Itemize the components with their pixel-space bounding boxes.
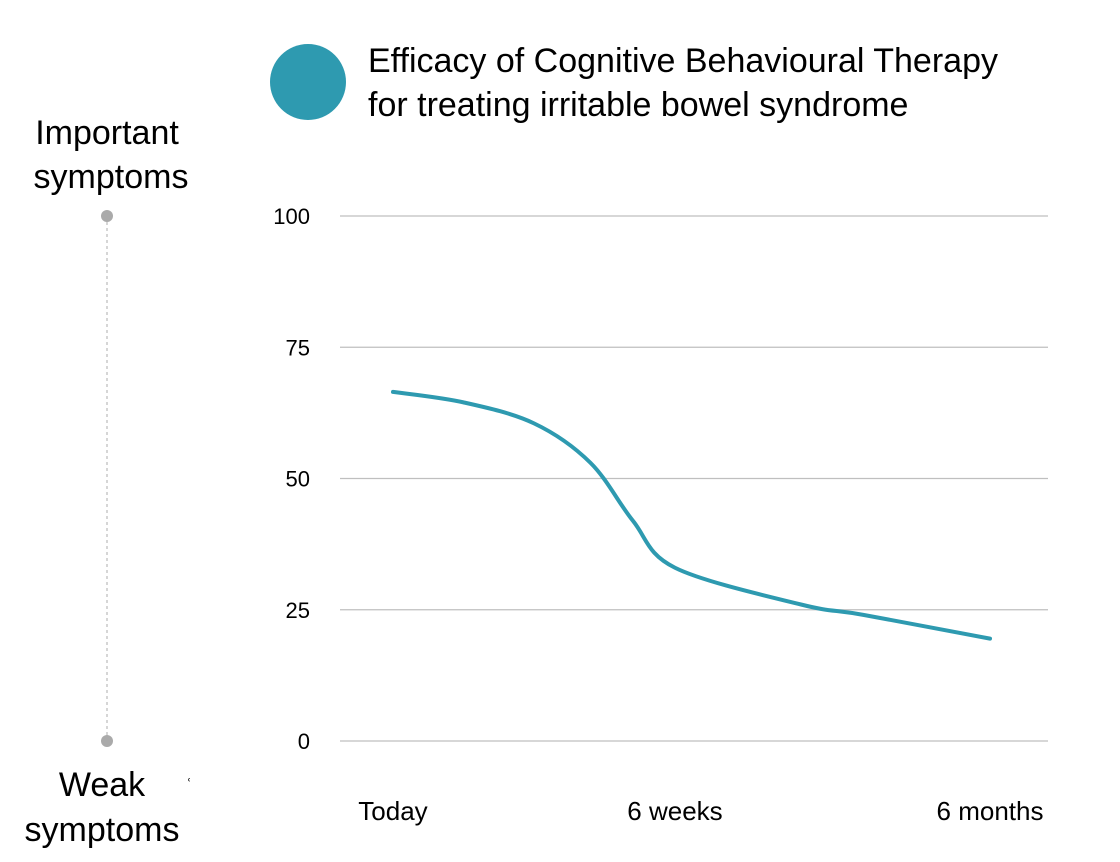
x-tick-labels: Today 6 weeks 6 months <box>358 796 1043 826</box>
severity-scale-bottom-dot <box>101 735 113 747</box>
series-1-point-5 <box>631 519 635 523</box>
x-tick-label-3: 6 months <box>937 796 1044 826</box>
severity-scale: Important symptoms Weak symptoms ʿ <box>25 114 192 849</box>
series-1-point-8 <box>862 613 866 617</box>
y-tick-label-75: 75 <box>286 335 310 360</box>
y-tick-labels: 0 25 50 75 100 <box>273 204 310 754</box>
series-1-point-4 <box>588 461 592 465</box>
severity-scale-top-dot <box>101 210 113 222</box>
x-tick-label-1: Today <box>358 796 427 826</box>
series-layer <box>391 389 992 641</box>
legend-marker <box>270 44 346 120</box>
x-tick-label-2: 6 weeks <box>627 796 722 826</box>
y-tick-label-50: 50 <box>286 467 310 492</box>
series-line-1 <box>391 389 992 641</box>
series-1-point-6 <box>673 566 677 570</box>
gridlines <box>340 215 1048 742</box>
stray-mark: ʿ <box>186 776 192 796</box>
series-1-point-9 <box>988 637 992 641</box>
series-1-point-1 <box>391 390 395 394</box>
legend-title-line-1: Efficacy of Cognitive Behavioural Therap… <box>368 42 998 80</box>
legend: Efficacy of Cognitive Behavioural Therap… <box>270 42 998 124</box>
series-1-point-7 <box>799 603 803 607</box>
y-tick-label-25: 25 <box>286 598 310 623</box>
severity-top-label-line-1: Important <box>35 114 179 152</box>
series-1-point-3 <box>532 421 536 425</box>
series-1-point-2 <box>462 400 466 404</box>
severity-top-label-line-2: symptoms <box>34 158 189 196</box>
severity-bottom-label-line-2: symptoms <box>25 811 180 849</box>
severity-bottom-label-line-1: Weak <box>59 766 146 804</box>
legend-title-line-2: for treating irritable bowel syndrome <box>368 86 908 124</box>
y-tick-label-100: 100 <box>273 204 310 229</box>
y-tick-label-0: 0 <box>298 729 310 754</box>
